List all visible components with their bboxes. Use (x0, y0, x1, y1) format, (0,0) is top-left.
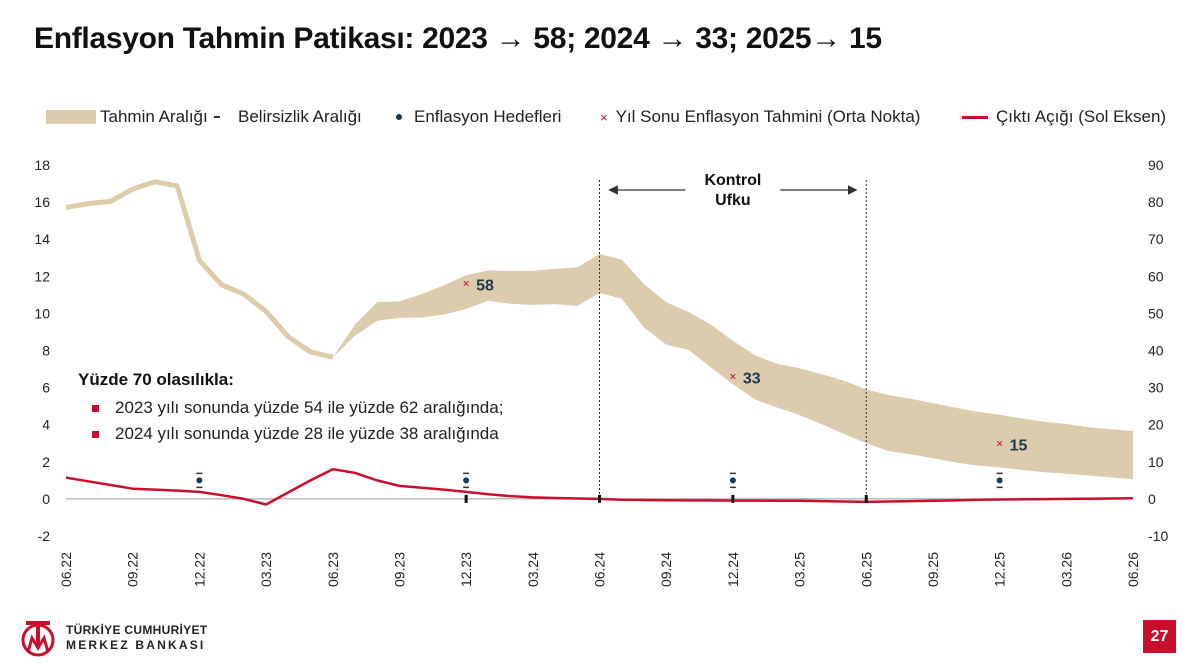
midpoint-label: 33 (743, 370, 761, 387)
page-number-badge: 27 (1143, 620, 1176, 653)
x-axis-tick-label: 09.22 (125, 552, 141, 587)
legend-uncertainty-swatch (214, 116, 220, 118)
x-axis-tick-label: 03.23 (258, 552, 274, 587)
midpoint-label: 15 (1010, 437, 1028, 454)
x-axis-tick-label: 12.22 (191, 552, 207, 587)
x-axis-tick-label: 06.23 (325, 552, 341, 587)
legend-uncertainty-label: Belirsizlik Aralığı (238, 107, 362, 126)
right-axis-tick-label: -10 (1148, 528, 1168, 544)
midpoint-marker: × (729, 369, 736, 383)
left-axis-tick-label: 14 (34, 231, 50, 247)
cbrt-logo: TÜRKİYE CUMHURİYET MERKEZ BANKASI (18, 618, 207, 658)
annotation-item-text: 2024 yılı sonunda yüzde 28 ile yüzde 38 … (115, 424, 499, 443)
annotation-bullet-icon (92, 430, 99, 438)
inflation-history-line (65, 179, 334, 360)
left-axis-tick-label: 18 (34, 157, 50, 173)
x-axis-tick-label: 12.24 (725, 552, 741, 587)
left-axis-tick-label: 0 (42, 491, 50, 507)
left-axis-tick-label: -2 (38, 528, 51, 544)
legend-midpoint: × Yıl Sonu Enflasyon Tahmini (Orta Nokta… (590, 104, 920, 130)
right-axis-tick-label: 80 (1148, 194, 1164, 210)
x-axis-tick-label: 06.25 (858, 552, 874, 587)
inflation-target-dot (463, 477, 470, 484)
control-horizon-label-line2: Ufku (715, 192, 751, 209)
legend-targets-label: Enflasyon Hedefleri (414, 107, 562, 126)
x-axis-tick-label: 03.25 (792, 552, 808, 587)
baseline-marker (598, 494, 601, 503)
inflation-target-dot (996, 477, 1003, 484)
right-axis-tick-label: 40 (1148, 343, 1164, 359)
x-axis-tick-label: 12.25 (992, 552, 1008, 587)
x-axis-tick-label: 09.23 (391, 552, 407, 587)
annotation-item: 2024 yılı sonunda yüzde 28 ile yüzde 38 … (92, 424, 503, 444)
right-axis-tick-label: 90 (1148, 157, 1164, 173)
left-axis-tick-label: 16 (34, 194, 50, 210)
legend-output-gap-label: Çıktı Açığı (Sol Eksen) (996, 107, 1167, 126)
x-axis-tick-label: 03.24 (525, 552, 541, 587)
baseline-marker (464, 494, 468, 503)
x-axis-tick-label: 06.24 (592, 552, 608, 587)
legend-midpoint-label: Yıl Sonu Enflasyon Tahmini (Orta Nokta) (615, 107, 921, 126)
midpoint-marker: × (463, 277, 470, 291)
cbrt-emblem-icon (21, 621, 55, 657)
midpoint-label: 58 (476, 278, 494, 295)
right-axis-tick-label: 60 (1148, 268, 1164, 284)
right-axis-tick-label: 50 (1148, 305, 1164, 321)
left-axis-tick-label: 6 (42, 380, 50, 396)
org-name-line2: MERKEZ BANKASI (66, 638, 206, 652)
annotation-item-text: 2023 yılı sonunda yüzde 54 ile yüzde 62 … (115, 398, 504, 417)
x-axis-tick-label: 03.26 (1058, 552, 1074, 587)
inflation-target-dot (196, 477, 203, 484)
org-name-line1: TÜRKİYE CUMHURİYET (66, 623, 208, 637)
baseline-marker (731, 494, 735, 503)
left-axis-tick-label: 12 (34, 268, 50, 284)
left-axis-tick-label: 2 (42, 454, 50, 470)
inflation-target-dot (729, 477, 736, 484)
page-title: Enflasyon Tahmin Patikası: 2023 → 58; 20… (34, 22, 882, 55)
baseline-marker (864, 494, 868, 503)
legend-output-gap-swatch (962, 115, 988, 119)
midpoint-marker: × (996, 436, 1003, 450)
legend-midpoint-swatch: × (600, 109, 608, 125)
x-axis-tick-label: 12.23 (458, 552, 474, 587)
x-axis-tick-label: 06.26 (1125, 552, 1141, 587)
legend-output-gap: Çıktı Açığı (Sol Eksen) (962, 104, 1166, 130)
x-axis-tick-label: 06.22 (58, 552, 74, 587)
legend-band-swatch (46, 110, 96, 124)
legend-uncertainty: Belirsizlik Aralığı (200, 104, 362, 130)
control-horizon-label-line1: Kontrol (704, 172, 761, 189)
annotation-title: Yüzde 70 olasılıkla: (78, 370, 234, 389)
left-axis-tick-label: 8 (42, 343, 50, 359)
left-axis-tick-label: 4 (42, 417, 50, 433)
right-axis-tick-label: 10 (1148, 454, 1164, 470)
right-axis-tick-label: 0 (1148, 491, 1156, 507)
x-axis-tick-label: 09.24 (658, 552, 674, 587)
legend-band: Tahmin Aralığı (46, 104, 208, 130)
annotation-bullet-icon (92, 404, 99, 412)
x-axis-tick-label: 09.25 (925, 552, 941, 587)
chart-legend: Tahmin Aralığı Belirsizlik Aralığı Enfla… (0, 104, 1200, 130)
left-axis-tick-label: 10 (34, 305, 50, 321)
right-axis-tick-label: 20 (1148, 417, 1164, 433)
annotation-item: 2023 yılı sonunda yüzde 54 ile yüzde 62 … (92, 398, 503, 418)
legend-band-label: Tahmin Aralığı (100, 107, 208, 126)
legend-targets-swatch (396, 114, 402, 120)
probability-annotation: Yüzde 70 olasılıkla: 2023 yılı sonunda y… (78, 370, 503, 444)
forecast-band-area (332, 254, 1133, 480)
legend-targets: Enflasyon Hedefleri (386, 104, 561, 130)
right-axis-tick-label: 30 (1148, 380, 1164, 396)
right-axis-tick-label: 70 (1148, 231, 1164, 247)
